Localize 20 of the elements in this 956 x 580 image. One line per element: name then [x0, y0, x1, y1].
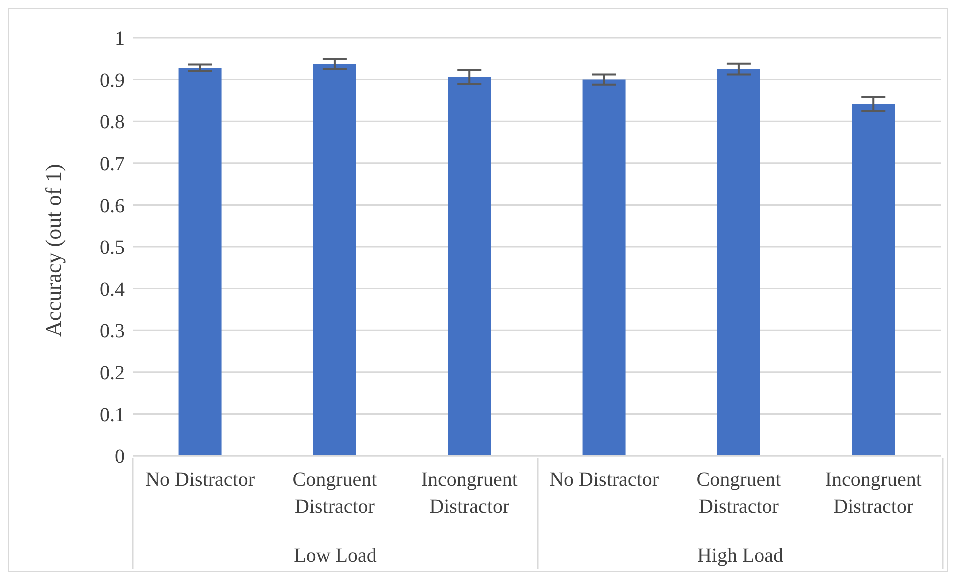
y-tick-label: 0.3 [100, 320, 125, 343]
x-tick-label: No Distractor [146, 469, 256, 491]
y-tick-label: 0.9 [100, 70, 125, 92]
text: High Load [697, 545, 784, 567]
x-tick-label: No Distractor [550, 469, 660, 491]
x-tick-label: Incongruent Distractor [825, 469, 922, 518]
x-tick-label: Congruent Distractor [292, 469, 378, 518]
y-tick-label: 0.2 [100, 362, 125, 384]
x-tick-label: Incongruent Distractor [421, 469, 518, 518]
y-tick-label: 1 [115, 28, 125, 50]
y-tick-label: 0.7 [100, 154, 125, 176]
y-axis-title: Accuracy (out of 1) [40, 164, 66, 337]
y-tick-label: 0.6 [100, 195, 125, 218]
text: Low Load [294, 545, 377, 567]
y-tick-label: 0.5 [100, 237, 125, 260]
x-tick-label: Congruent Distractor [696, 469, 782, 518]
y-tick-label: 0.4 [100, 278, 125, 301]
y-tick-label: 0.8 [100, 112, 125, 134]
y-tick-label: 0 [115, 446, 125, 468]
y-tick-label: 0.1 [100, 404, 125, 426]
